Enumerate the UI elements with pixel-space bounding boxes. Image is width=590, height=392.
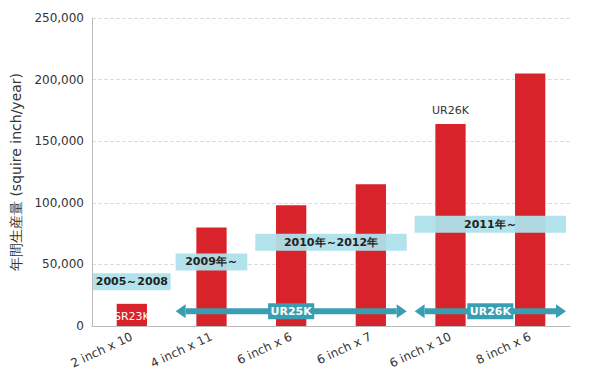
svg-text:SR23K: SR23K [114,310,151,323]
svg-text:2005～2008: 2005～2008 [96,275,168,288]
svg-text:2010年～2012年: 2010年～2012年 [284,236,378,249]
svg-text:2009年～: 2009年～ [185,255,238,268]
svg-text:50,000: 50,000 [42,257,84,271]
svg-text:UR26K: UR26K [432,104,470,117]
svg-text:100,000: 100,000 [34,196,84,210]
svg-text:0: 0 [76,319,84,333]
svg-text:6 inch x 6: 6 inch x 6 [235,330,294,368]
svg-text:250,000: 250,000 [34,11,84,25]
svg-text:200,000: 200,000 [34,73,84,87]
svg-text:年間生産量 (squire inch/year): 年間生産量 (squire inch/year) [8,73,24,271]
svg-text:UR26K: UR26K [470,305,512,318]
svg-text:6 inch x 10: 6 inch x 10 [387,330,453,371]
svg-text:150,000: 150,000 [34,134,84,148]
svg-text:6 inch x 7: 6 inch x 7 [315,330,374,368]
svg-text:UR25K: UR25K [271,305,313,318]
svg-text:4 inch x 11: 4 inch x 11 [148,330,214,371]
svg-text:2011年～: 2011年～ [464,218,517,231]
svg-text:2 inch x 10: 2 inch x 10 [69,330,135,371]
svg-text:8 inch x 6: 8 inch x 6 [474,330,533,368]
